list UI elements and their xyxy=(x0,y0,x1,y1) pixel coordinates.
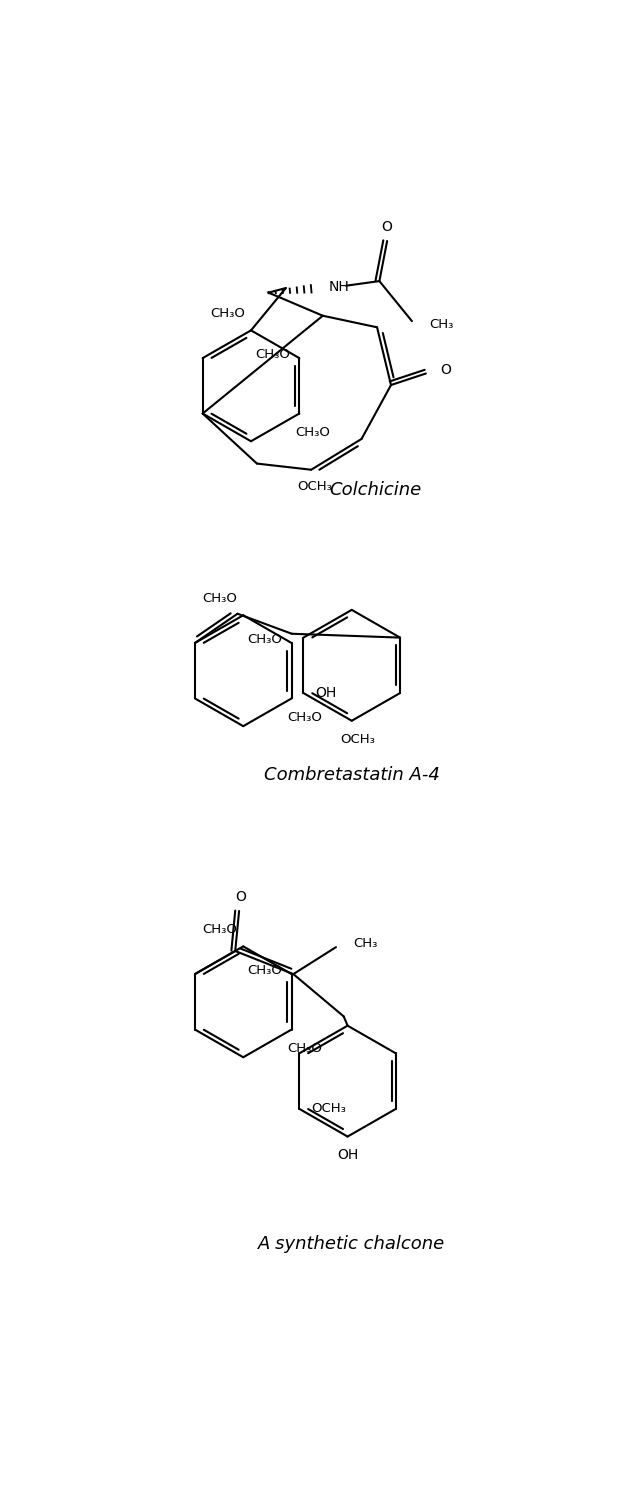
Text: O: O xyxy=(382,220,393,234)
Text: OCH₃: OCH₃ xyxy=(341,733,375,746)
Text: CH₃O: CH₃O xyxy=(288,712,323,724)
Text: A synthetic chalcone: A synthetic chalcone xyxy=(258,1236,446,1254)
Text: Combretastatin A-4: Combretastatin A-4 xyxy=(264,765,440,783)
Text: OCH₃: OCH₃ xyxy=(298,479,332,493)
Text: CH₃O: CH₃O xyxy=(255,348,290,360)
Text: OH: OH xyxy=(337,1148,358,1161)
Text: CH₃O: CH₃O xyxy=(247,963,282,977)
Text: CH₃: CH₃ xyxy=(353,937,377,950)
Text: O: O xyxy=(440,363,451,377)
Text: CH₃: CH₃ xyxy=(429,319,453,332)
Text: CH₃O: CH₃O xyxy=(288,1042,323,1056)
Text: NH: NH xyxy=(328,280,349,295)
Text: CH₃O: CH₃O xyxy=(202,591,237,605)
Text: Colchicine: Colchicine xyxy=(329,481,421,499)
Text: CH₃O: CH₃O xyxy=(210,307,245,320)
Text: OH: OH xyxy=(315,686,336,700)
Text: CH₃O: CH₃O xyxy=(247,633,282,646)
Text: CH₃O: CH₃O xyxy=(202,923,237,937)
Text: CH₃O: CH₃O xyxy=(296,426,330,439)
Text: O: O xyxy=(235,890,246,904)
Text: OCH₃: OCH₃ xyxy=(311,1102,346,1115)
